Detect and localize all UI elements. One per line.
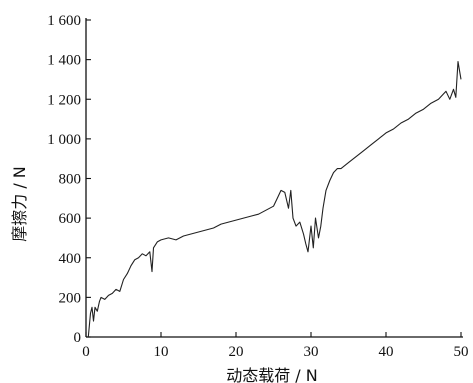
y-tick-label: 1 000 xyxy=(47,132,81,148)
y-tick-label: 400 xyxy=(59,251,82,267)
x-ticks: 0 10 20 30 40 50 xyxy=(82,332,469,360)
series-layer xyxy=(87,61,462,338)
y-tick-label: 0 xyxy=(74,330,82,346)
y-tick-label: 600 xyxy=(59,211,82,227)
y-tick-label: 200 xyxy=(59,290,82,306)
x-tick-label: 20 xyxy=(229,344,244,360)
y-tick-label: 1 400 xyxy=(47,53,81,69)
x-tick-label: 10 xyxy=(154,344,169,360)
y-axis-label: 摩擦力 / N xyxy=(10,166,29,242)
series-line xyxy=(87,61,462,338)
x-tick-label: 0 xyxy=(82,344,90,360)
y-tick-label: 800 xyxy=(59,172,82,188)
y-ticks: 0 200 400 600 800 1 000 1 200 1 400 1 600 xyxy=(47,13,91,346)
y-tick-label: 1 200 xyxy=(47,92,81,108)
x-tick-label: 50 xyxy=(454,344,469,360)
x-axis-label: 动态载荷 / N xyxy=(226,366,318,383)
x-tick-label: 30 xyxy=(304,344,319,360)
y-tick-label: 1 600 xyxy=(47,13,81,29)
plot-area: 0 200 400 600 800 1 000 1 200 1 400 1 600 0 10 20 3… xyxy=(47,13,468,360)
x-tick-label: 40 xyxy=(379,344,394,360)
